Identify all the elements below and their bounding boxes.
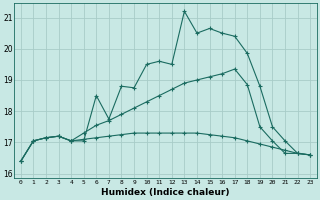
X-axis label: Humidex (Indice chaleur): Humidex (Indice chaleur) <box>101 188 230 197</box>
